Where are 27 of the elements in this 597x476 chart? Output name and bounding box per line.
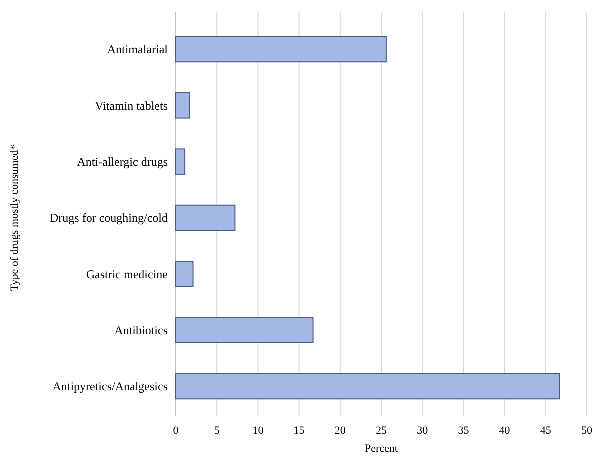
x-tick-label: 35 <box>458 425 470 437</box>
x-tick-label: 40 <box>499 425 511 437</box>
y-tick-label: Vitamin tablets <box>95 98 168 113</box>
x-tick-label: 5 <box>214 425 220 437</box>
y-tick-label: Antimalarial <box>107 42 169 57</box>
x-tick-label: 15 <box>294 425 306 437</box>
y-tick-label: Drugs for coughing/cold <box>50 211 168 226</box>
x-tick-label: 0 <box>173 425 180 437</box>
x-tick-label: 30 <box>417 425 429 437</box>
bar <box>176 92 190 119</box>
x-tick-label: 10 <box>252 425 264 437</box>
bar <box>176 148 186 175</box>
y-tick-label: Antipyretics/Analgesics <box>52 380 168 394</box>
bar <box>176 204 236 232</box>
x-axis-title: Percent <box>365 443 398 455</box>
x-tick-label: 20 <box>334 425 346 437</box>
bar <box>176 36 387 63</box>
x-tick-label: 50 <box>582 425 593 437</box>
y-tick-label: Anti-allergic drugs <box>77 155 168 170</box>
bar <box>176 261 194 288</box>
x-tick-label: 25 <box>376 425 388 437</box>
bar <box>176 317 314 344</box>
y-tick-label: Antibiotics <box>114 324 168 338</box>
x-tick-label: 45 <box>540 425 552 437</box>
y-axis-title: Type of drugs mostly consumed* <box>9 144 21 292</box>
bar <box>176 373 560 400</box>
y-tick-label: Gastric medicine <box>86 267 168 282</box>
